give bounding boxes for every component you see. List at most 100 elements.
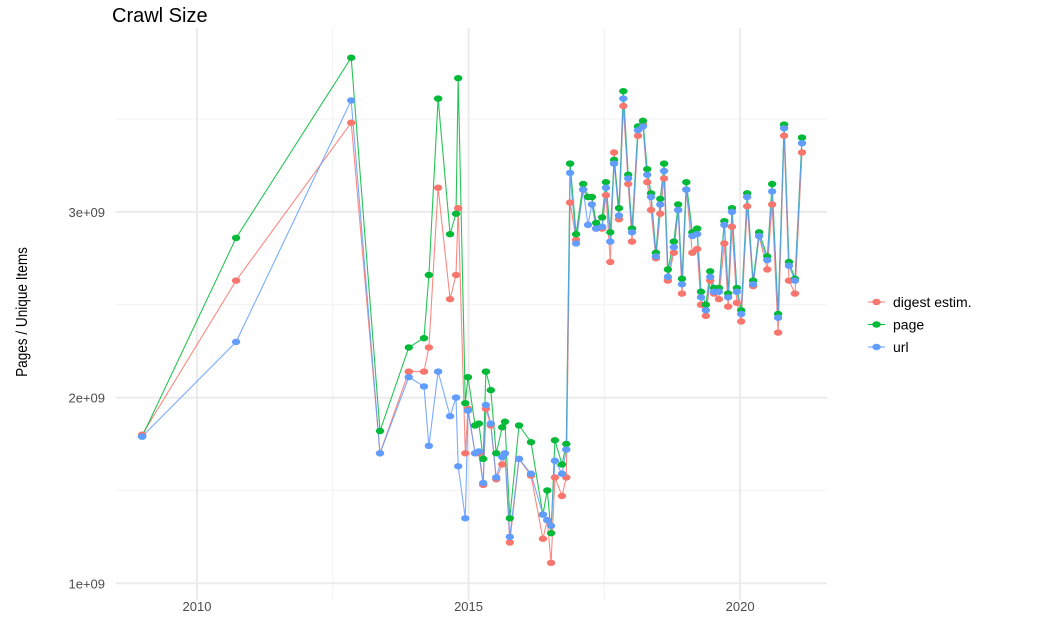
- data-point: [714, 295, 724, 303]
- data-point: [375, 427, 385, 435]
- data-point: [797, 134, 807, 141]
- data-point: [706, 268, 715, 275]
- data-point: [624, 175, 633, 182]
- data-point: [659, 167, 669, 175]
- data-point: [562, 440, 571, 448]
- data-point: [571, 240, 581, 247]
- data-point: [231, 277, 241, 284]
- data-point: [231, 234, 241, 242]
- data-point: [565, 160, 575, 167]
- data-point: [597, 223, 607, 230]
- data-point: [732, 299, 742, 307]
- data-point: [606, 258, 615, 266]
- data-point: [578, 180, 588, 188]
- data-point: [714, 288, 724, 295]
- data-point: [492, 450, 501, 457]
- data-point: [474, 448, 484, 455]
- data-point: [614, 204, 624, 212]
- data-point: [424, 344, 434, 351]
- data-point: [571, 230, 581, 238]
- data-point: [463, 407, 473, 414]
- data-point: [624, 180, 633, 188]
- data-point: [732, 288, 742, 295]
- data-point: [797, 139, 807, 147]
- data-point: [638, 117, 648, 125]
- data-point: [779, 125, 789, 132]
- data-point: [543, 516, 552, 524]
- data-point: [550, 457, 560, 464]
- data-point: [375, 450, 385, 457]
- data-point: [474, 420, 484, 427]
- data-point: [404, 368, 413, 375]
- legend: digest estim. page url: [868, 294, 972, 355]
- data-point: [659, 175, 669, 182]
- data-point: [643, 171, 652, 178]
- data-point: [454, 463, 463, 470]
- legend-label: digest estim.: [893, 294, 972, 310]
- data-point: [481, 401, 491, 409]
- data-point: [696, 288, 706, 295]
- data-point: [454, 204, 463, 212]
- data-point: [419, 368, 429, 375]
- data-point: [736, 310, 746, 318]
- data-point: [723, 294, 733, 301]
- data-point: [500, 418, 510, 425]
- data-point: [546, 529, 556, 537]
- data-point: [797, 149, 807, 156]
- data-point: [445, 230, 455, 238]
- data-point: [643, 178, 652, 186]
- data-point: [767, 180, 777, 188]
- data-point: [609, 149, 619, 156]
- data-point: [627, 229, 637, 236]
- data-point: [659, 160, 669, 167]
- data-point: [663, 273, 673, 281]
- x-tick-label: 2010: [183, 599, 212, 614]
- data-point: [619, 95, 628, 102]
- data-point: [492, 474, 501, 481]
- data-point: [736, 318, 746, 325]
- series-line-url: [141, 98, 803, 537]
- data-point: [696, 294, 706, 301]
- data-point: [677, 281, 687, 288]
- axes: 2010 2015 2020 1e+09 2e+09 3e+09: [68, 205, 754, 614]
- data-point: [500, 450, 510, 457]
- data-point: [404, 344, 413, 351]
- series-points: [137, 54, 807, 567]
- data-point: [562, 446, 571, 453]
- data-point: [478, 479, 488, 487]
- chart-title: Crawl Size: [112, 5, 208, 27]
- data-point: [433, 368, 443, 375]
- data-point: [597, 214, 607, 221]
- data-point: [763, 266, 772, 273]
- y-tick-label: 3e+09: [68, 205, 105, 220]
- data-point: [550, 474, 560, 481]
- data-point: [526, 470, 536, 477]
- data-point: [419, 383, 429, 390]
- data-point: [583, 221, 593, 229]
- data-point: [461, 450, 470, 457]
- data-point: [587, 201, 597, 208]
- data-point: [646, 206, 656, 214]
- data-point: [669, 243, 679, 251]
- data-point: [463, 373, 473, 381]
- data-point: [543, 487, 552, 494]
- data-point: [606, 229, 615, 236]
- y-axis-label: Pages / Unique Items: [14, 247, 31, 377]
- data-point: [445, 295, 455, 303]
- data-point: [706, 273, 715, 281]
- data-point: [557, 492, 567, 500]
- data-point: [606, 238, 615, 245]
- data-point: [451, 271, 461, 279]
- data-point: [692, 230, 702, 238]
- data-point: [514, 422, 524, 429]
- data-point: [723, 303, 733, 310]
- data-point: [601, 191, 611, 199]
- data-point: [677, 275, 687, 282]
- data-point: [347, 54, 356, 61]
- data-point: [633, 132, 643, 139]
- data-point: [754, 232, 764, 240]
- data-point: [498, 424, 507, 431]
- data-point: [742, 203, 752, 210]
- data-point: [461, 515, 470, 522]
- data-point: [720, 221, 729, 229]
